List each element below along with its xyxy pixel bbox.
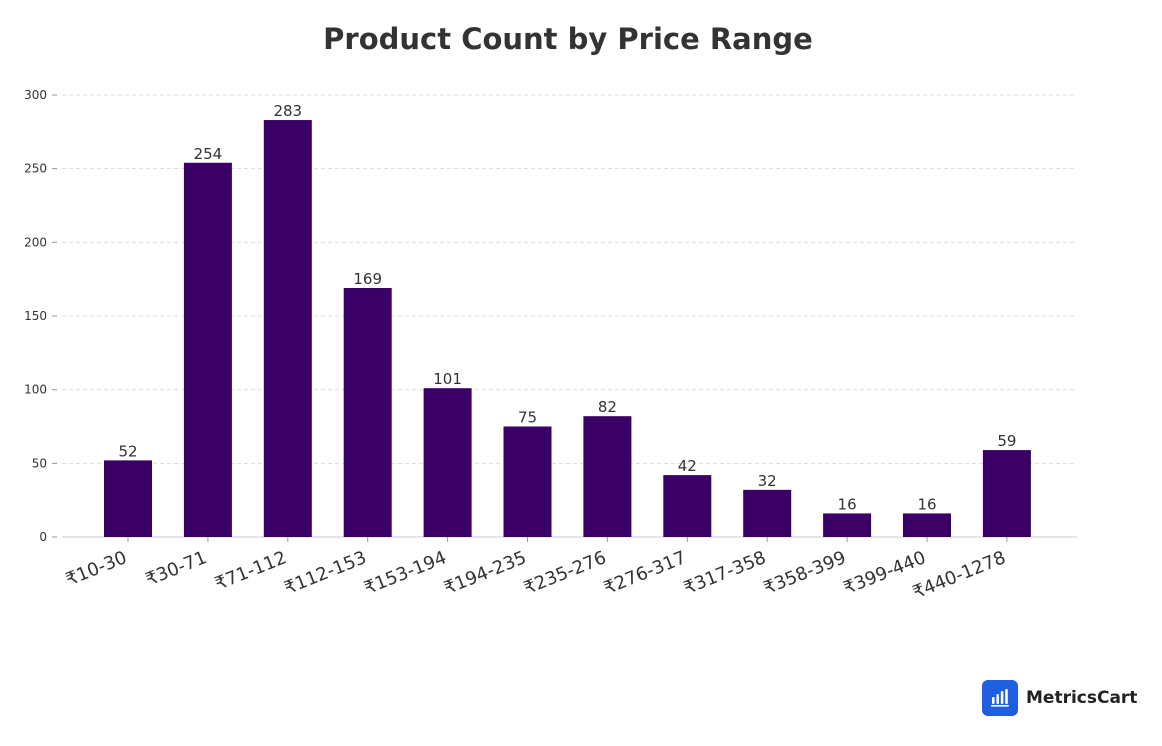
bar (583, 416, 632, 537)
bar (343, 288, 392, 537)
y-tick-label: 100 (24, 383, 47, 397)
bars (104, 120, 1031, 538)
bar (183, 162, 232, 538)
bar-value-label: 16 (838, 495, 857, 513)
x-tick-label: ₹30-71 (143, 547, 210, 590)
bar (263, 120, 312, 538)
bar (663, 475, 712, 537)
bar-value-label: 254 (194, 145, 223, 163)
bar-value-label: 59 (997, 432, 1016, 450)
x-tick-label: ₹112-153 (281, 547, 369, 599)
chart-title: Product Count by Price Range (323, 22, 813, 56)
bar (982, 450, 1031, 537)
y-axis: 0 50 100 150 200 250 300 (24, 88, 57, 544)
bar-value-label: 52 (118, 442, 137, 460)
bar (903, 513, 951, 537)
y-tick-label: 200 (24, 235, 47, 249)
bar-value-label: 42 (678, 457, 697, 475)
bar-value-label: 16 (917, 495, 936, 513)
y-tick-label: 150 (24, 309, 47, 323)
y-tick-label: 300 (24, 88, 47, 102)
brand-logo: MetricsCart (982, 680, 1137, 716)
y-tick-label: 0 (39, 530, 47, 544)
bar-value-label: 169 (353, 270, 382, 288)
bar-value-label: 75 (518, 409, 537, 427)
x-tick-label: ₹235-276 (521, 547, 609, 599)
brand-name: MetricsCart (1026, 688, 1138, 708)
x-tick-label: ₹10-30 (63, 547, 130, 590)
bar (743, 489, 792, 537)
bar (104, 460, 152, 537)
x-tick-label: ₹153-194 (361, 547, 449, 599)
bar-labels: 52 254 283 169 101 75 82 42 32 16 16 59 (118, 102, 1016, 513)
x-tick-label: ₹276-317 (601, 547, 689, 599)
x-tick-label: ₹358-399 (761, 547, 849, 599)
x-tick-label: ₹194-235 (441, 547, 529, 599)
y-tick-label: 50 (32, 456, 47, 470)
x-tick-label: ₹317-358 (681, 547, 769, 599)
x-tick-label: ₹440-1278 (910, 547, 1009, 603)
bar-chart-icon (982, 680, 1018, 716)
x-axis: ₹10-30 ₹30-71 ₹71-112₹112-153₹153-194₹194-… (63, 537, 1009, 603)
y-tick-label: 250 (24, 162, 47, 176)
bar (823, 513, 872, 537)
bar-value-label: 101 (433, 370, 462, 388)
bar-value-label: 283 (273, 102, 302, 120)
bar (503, 426, 552, 537)
bar-value-label: 32 (758, 472, 777, 490)
bar-value-label: 82 (598, 398, 617, 416)
x-tick-label: ₹71-112 (212, 547, 290, 595)
bar (423, 388, 472, 537)
